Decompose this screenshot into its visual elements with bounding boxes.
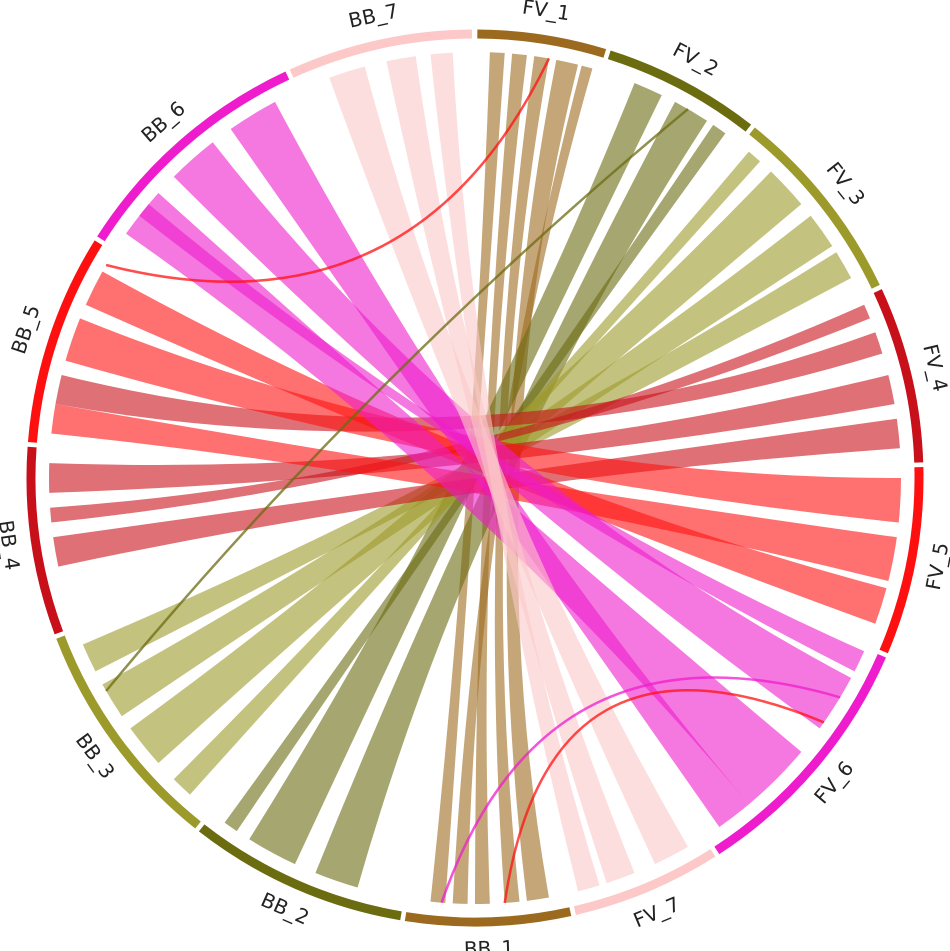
segment-arc bbox=[289, 29, 472, 78]
ribbons bbox=[49, 52, 902, 905]
ribbon bbox=[173, 142, 852, 729]
segment-label: BB_4 bbox=[0, 519, 25, 572]
link-line bbox=[503, 689, 825, 904]
ribbon bbox=[430, 52, 600, 892]
segment-arc bbox=[749, 127, 880, 289]
segment-label: FV_5 bbox=[921, 540, 950, 592]
segment-arc bbox=[56, 635, 201, 829]
segment-arc bbox=[198, 824, 402, 921]
ribbon bbox=[139, 204, 865, 672]
ribbon bbox=[65, 318, 902, 523]
link-line bbox=[105, 57, 551, 283]
ribbon bbox=[494, 56, 549, 903]
segment-arc bbox=[879, 467, 924, 654]
segment-label: FV_4 bbox=[918, 342, 950, 394]
segment-arc bbox=[477, 29, 607, 58]
ribbon bbox=[126, 192, 802, 805]
segment-label: FV_2 bbox=[669, 37, 723, 81]
link-line bbox=[440, 676, 841, 904]
segment-label: BB_5 bbox=[6, 302, 45, 357]
ribbon bbox=[50, 304, 870, 523]
ribbon bbox=[55, 332, 883, 432]
ribbon bbox=[85, 271, 887, 624]
ribbon bbox=[315, 101, 708, 888]
segment-label: BB_1 bbox=[464, 936, 515, 951]
segment-arcs bbox=[26, 29, 924, 927]
segment-label: BB_2 bbox=[257, 887, 313, 929]
ribbon bbox=[249, 83, 662, 865]
ribbon bbox=[49, 374, 895, 493]
link-line bbox=[105, 108, 689, 692]
segment-arc bbox=[607, 50, 752, 132]
ribbon bbox=[329, 66, 688, 865]
segment-label: FV_3 bbox=[822, 157, 871, 209]
segment-label: FV_1 bbox=[521, 0, 572, 25]
segment-label: BB_7 bbox=[346, 0, 400, 33]
segment-arc bbox=[873, 289, 924, 463]
ribbon bbox=[386, 56, 635, 884]
segment-arc bbox=[573, 849, 716, 916]
segment-arc bbox=[404, 907, 572, 927]
ribbon bbox=[506, 59, 579, 901]
ribbon bbox=[452, 65, 593, 904]
segment-arc bbox=[27, 240, 103, 443]
segment-label: FV_7 bbox=[630, 892, 683, 933]
ribbon bbox=[82, 252, 852, 672]
segment-arc bbox=[26, 446, 64, 635]
segment-arc bbox=[714, 653, 886, 855]
segment-arc bbox=[97, 71, 290, 242]
